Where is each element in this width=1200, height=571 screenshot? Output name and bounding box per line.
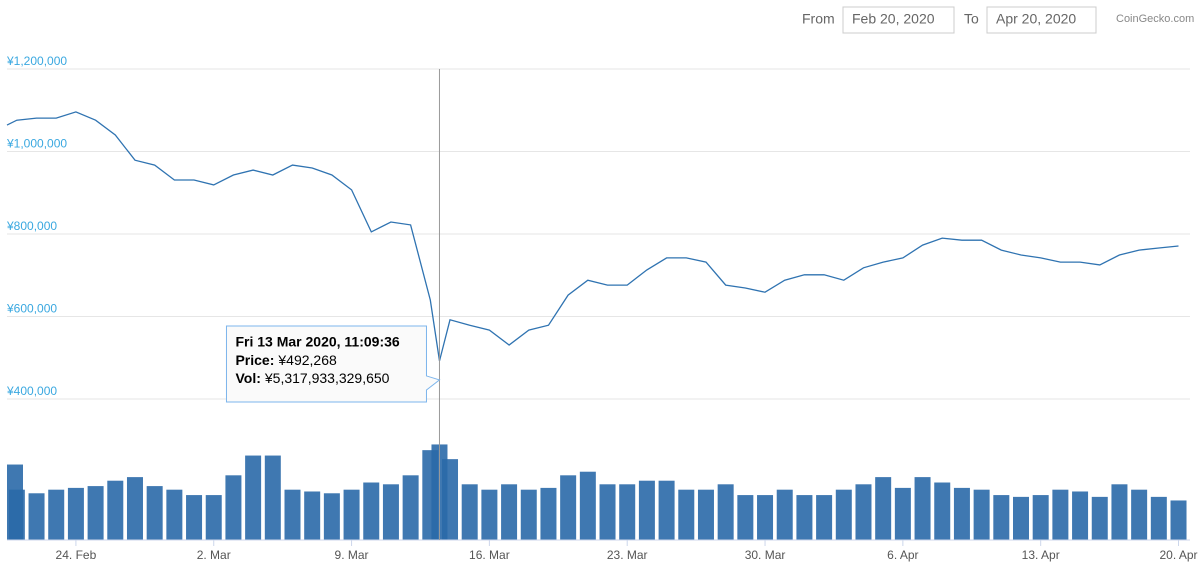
volume-bar	[442, 459, 459, 540]
volume-bar	[599, 484, 616, 540]
x-tick-label: 13. Apr	[1022, 548, 1060, 562]
volume-bar	[245, 455, 262, 540]
volume-bar	[205, 495, 222, 540]
from-input[interactable]	[842, 6, 955, 34]
volume-bar	[855, 484, 872, 540]
volume-bar	[717, 484, 734, 540]
volume-bar	[835, 489, 852, 540]
tooltip-box	[225, 325, 441, 403]
volume-bar	[875, 477, 892, 540]
volume-bar	[343, 489, 360, 540]
tooltip: Fri 13 Mar 2020, 11:09:36 Price: ¥492,268 V…	[225, 325, 441, 403]
volume-bar	[914, 477, 931, 540]
volume-bar	[107, 480, 124, 540]
volume-bar	[402, 475, 419, 540]
to-label: To	[964, 11, 979, 27]
y-tick-label: ¥1,200,000	[6, 54, 67, 68]
volume-bar	[579, 471, 596, 540]
x-tick-label: 20. Apr	[1159, 548, 1197, 562]
volume-bar	[1111, 484, 1128, 540]
tooltip-row: Price: ¥492,268	[235, 352, 337, 368]
volume-bar	[8, 489, 25, 540]
volume-bar	[1170, 500, 1187, 540]
volume-bar	[186, 495, 203, 540]
volume-bar	[737, 495, 754, 540]
volume-bar	[304, 491, 321, 540]
volume-bar	[146, 486, 163, 540]
x-tick-label: 2. Mar	[197, 548, 231, 562]
volume-bar	[363, 482, 380, 540]
price-line	[6, 111, 1179, 362]
volume-bar	[697, 489, 714, 540]
volume-bar	[461, 484, 478, 540]
y-tick-label: ¥1,000,000	[6, 137, 67, 151]
volume-bar	[323, 493, 340, 540]
volume-bar	[481, 489, 498, 540]
tooltip-title: Fri 13 Mar 2020, 11:09:36	[235, 334, 399, 350]
y-tick-label: ¥800,000	[6, 219, 57, 233]
volume-bar	[934, 482, 951, 540]
volume-bar	[264, 455, 281, 540]
y-tick-label: ¥600,000	[6, 302, 57, 316]
volume-bar	[284, 489, 301, 540]
volume-bar	[501, 484, 518, 540]
volume-bar	[67, 487, 84, 540]
volume-bar	[28, 493, 45, 540]
x-tick-label: 24. Feb	[56, 548, 97, 562]
volume-bar	[619, 484, 636, 540]
volume-bar	[520, 489, 537, 540]
volume-bar	[973, 489, 990, 540]
x-tick-label: 9. Mar	[335, 548, 369, 562]
volume-bar	[48, 489, 65, 540]
x-tick-label: 6. Apr	[887, 548, 918, 562]
credit[interactable]: CoinGecko.com	[1116, 13, 1194, 25]
volume-bar	[638, 480, 655, 540]
volume-bar	[1091, 496, 1108, 540]
volume-bar	[993, 495, 1010, 540]
volume-bar	[776, 489, 793, 540]
tooltip-value: ¥492,268	[277, 352, 337, 368]
tooltip-label: Price:	[235, 352, 274, 368]
volume-bar	[757, 495, 774, 540]
x-tick-label: 30. Mar	[745, 548, 786, 562]
volume-bar	[1013, 496, 1029, 540]
x-tick-label: 23. Mar	[607, 548, 648, 562]
volume-bar	[658, 480, 675, 540]
volume-bar	[166, 489, 183, 540]
volume-bar	[1052, 489, 1069, 540]
tooltip-row: Vol: ¥5,317,933,329,650	[235, 370, 389, 386]
volume-bar	[560, 475, 577, 540]
volume-bar	[87, 486, 104, 540]
volume-bar	[225, 475, 242, 540]
volume-bar	[540, 487, 557, 540]
from-label: From	[802, 11, 835, 27]
x-tick-label: 16. Mar	[469, 548, 510, 562]
volume-bar	[816, 495, 833, 540]
from-value[interactable]: Feb 20, 2020	[852, 11, 935, 27]
tooltip-label: Vol:	[235, 370, 260, 386]
volume-bar	[126, 477, 143, 540]
volume-bar	[1072, 491, 1089, 540]
volume-bar	[894, 487, 911, 540]
volume-bar	[678, 489, 695, 540]
volume-bar	[382, 484, 399, 540]
tooltip-value: ¥5,317,933,329,650	[264, 370, 390, 386]
y-tick-label: ¥400,000	[6, 384, 57, 398]
volume-bar	[1150, 496, 1167, 540]
volume-bar	[796, 495, 813, 540]
to-input[interactable]	[986, 6, 1097, 34]
volume-bar	[1032, 495, 1049, 540]
volume-bar	[1131, 489, 1148, 540]
volume-bar	[953, 487, 970, 540]
to-value[interactable]: Apr 20, 2020	[996, 11, 1076, 27]
